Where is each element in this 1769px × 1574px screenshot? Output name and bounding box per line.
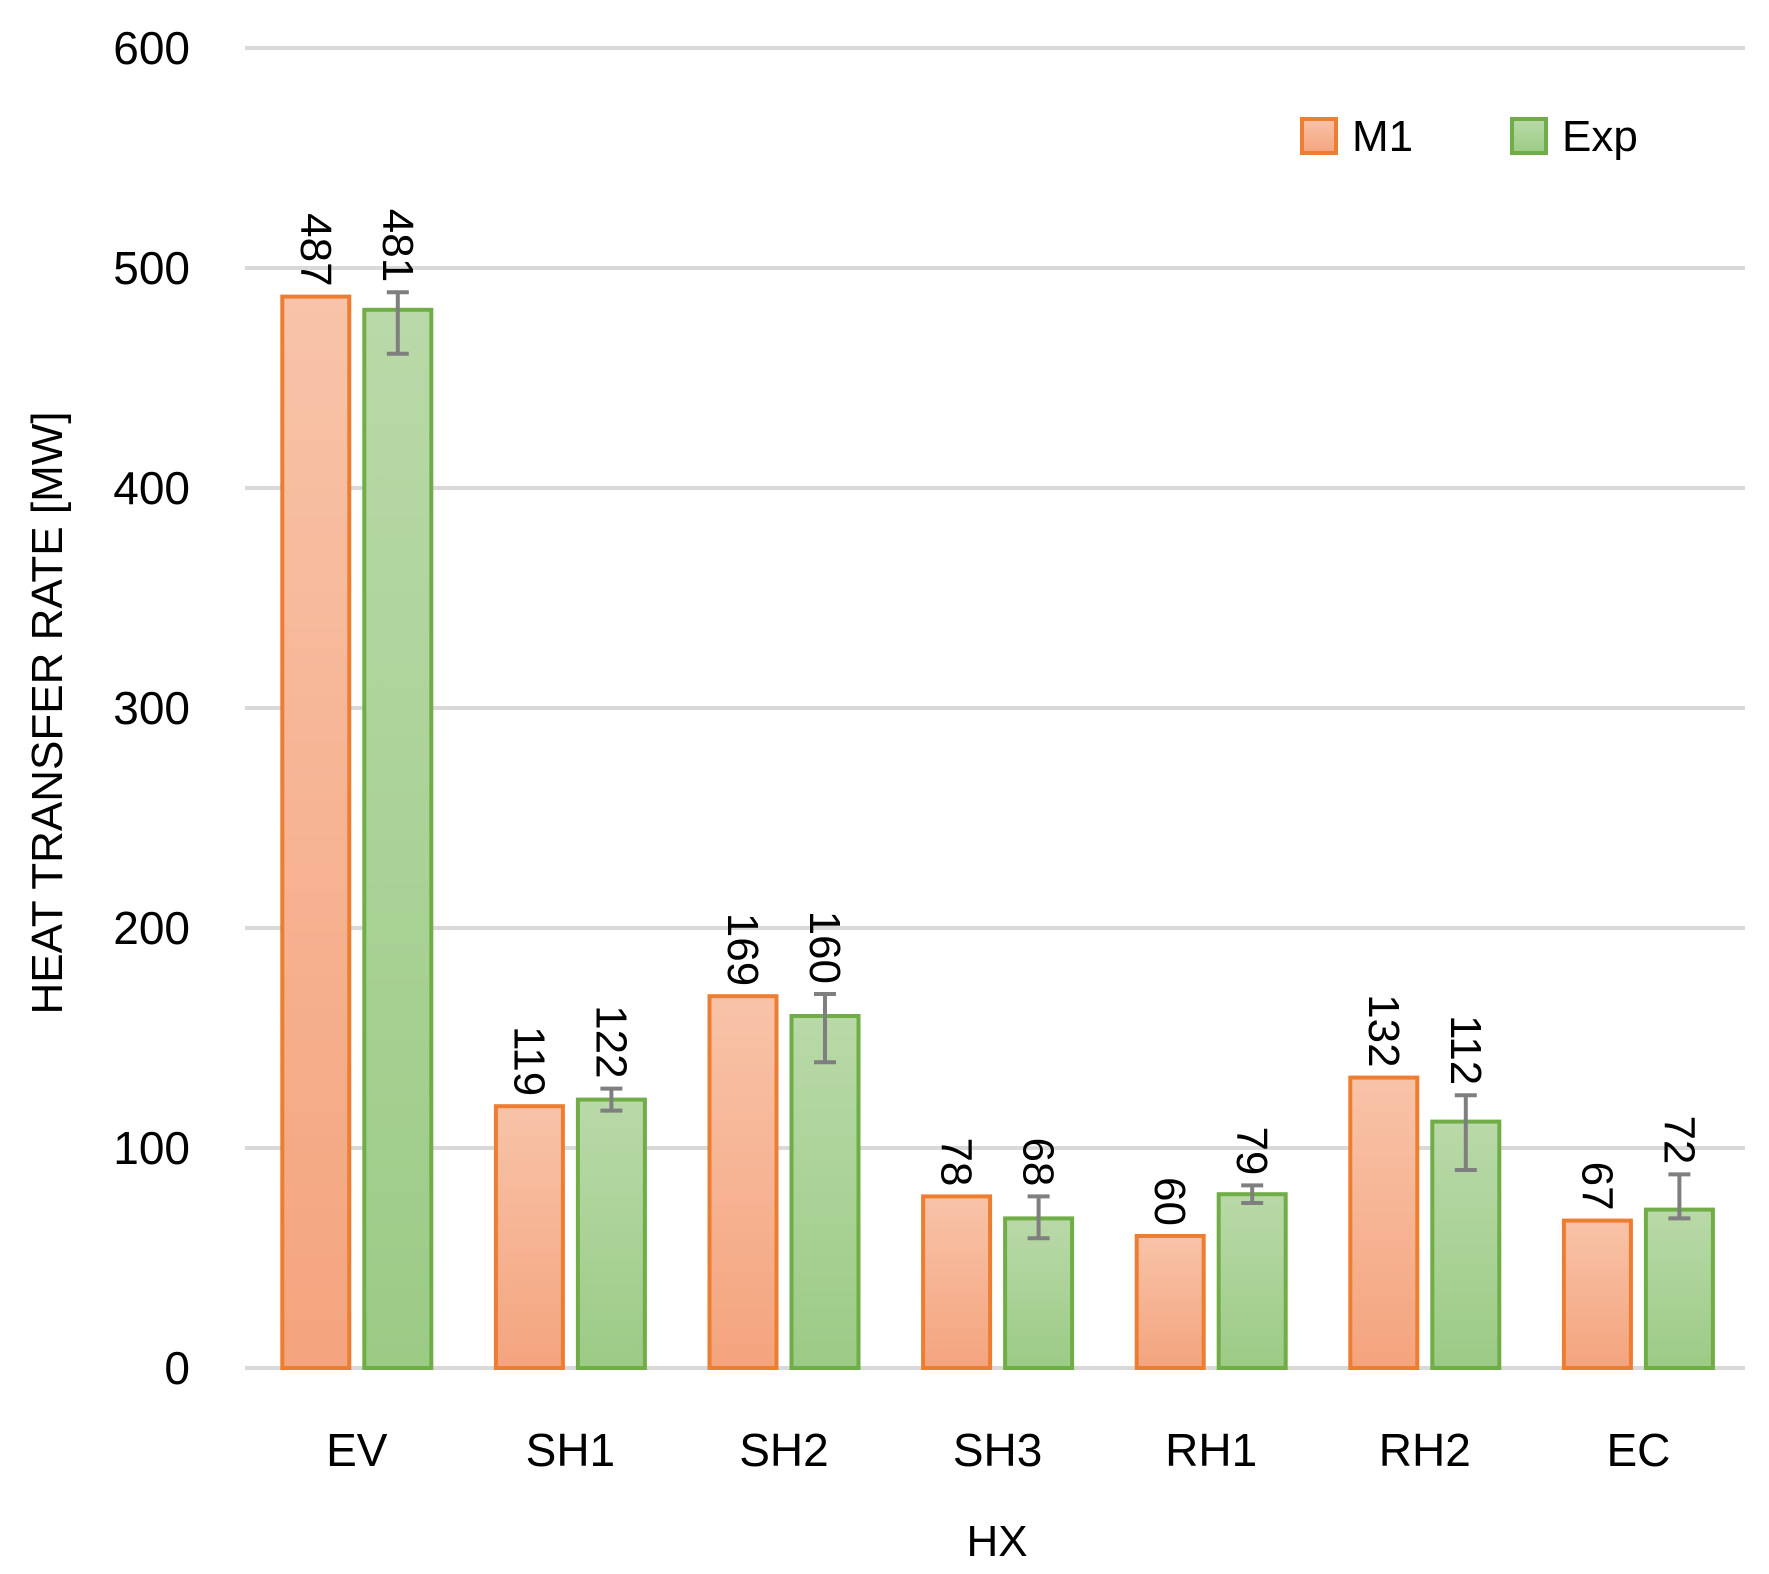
data-label-exp-sh1: 122 (586, 1005, 635, 1078)
bar-m1-rh2 (1348, 1075, 1420, 1370)
data-label-exp-sh2: 160 (800, 911, 849, 984)
bar-exp-ev (362, 307, 434, 1370)
data-label-exp-rh1: 79 (1227, 1126, 1276, 1175)
bar-exp-sh3 (1003, 1216, 1075, 1371)
bars (280, 294, 1715, 1371)
data-label-exp-sh3: 68 (1014, 1137, 1063, 1186)
data-label-m1-sh1: 119 (504, 1026, 553, 1096)
data-label-m1-ev: 487 (291, 213, 340, 286)
data-label-m1-rh2: 132 (1359, 994, 1408, 1067)
data-label-m1-sh2: 169 (718, 913, 767, 986)
error-bar-exp-rh1 (1241, 1183, 1264, 1205)
data-label-exp-ev: 481 (373, 209, 422, 282)
data-labels: 487 481 119 122 169 160 78 68 60 79 132 112 67 72 (291, 209, 1704, 1226)
legend-swatch-exp (1510, 117, 1548, 155)
y-tick-label-300: 300 (113, 682, 190, 734)
data-label-exp-ec: 72 (1654, 1115, 1703, 1164)
category-label-rh2: RH2 (1379, 1424, 1471, 1476)
bar-m1-sh2 (707, 994, 779, 1370)
y-tick-label-100: 100 (113, 1122, 190, 1174)
data-label-m1-ec: 67 (1572, 1162, 1621, 1211)
category-label-rh1: RH1 (1165, 1424, 1257, 1476)
bar-m1-ev (280, 294, 352, 1371)
bar-exp-sh1 (575, 1097, 647, 1370)
category-label-sh1: SH1 (526, 1424, 615, 1476)
bar-exp-ec (1643, 1207, 1715, 1370)
legend-label-exp: Exp (1562, 112, 1638, 161)
x-axis-categories: EV SH1 SH2 SH3 RH1 RH2 EC (326, 1424, 1670, 1476)
y-tick-label-600: 600 (113, 22, 190, 74)
y-tick-label-500: 500 (113, 242, 190, 294)
error-bar-exp-sh2 (814, 992, 836, 1065)
y-axis-ticks: 0 100 200 300 400 500 600 (113, 22, 190, 1394)
data-label-exp-rh2: 112 (1441, 1015, 1490, 1085)
error-bar-exp-rh2 (1454, 1093, 1477, 1172)
bar-m1-sh3 (921, 1194, 993, 1371)
bar-m1-ec (1561, 1218, 1633, 1370)
legend-label-m1: M1 (1352, 112, 1413, 161)
bar-m1-rh1 (1134, 1234, 1206, 1370)
y-tick-label-400: 400 (113, 462, 190, 514)
category-label-sh2: SH2 (739, 1424, 828, 1476)
data-label-m1-rh1: 60 (1145, 1177, 1194, 1226)
data-label-m1-sh3: 78 (932, 1137, 981, 1186)
error-bar-exp-ec (1668, 1172, 1691, 1221)
error-bar-exp-sh3 (1027, 1194, 1050, 1241)
y-tick-label-0: 0 (164, 1342, 190, 1394)
category-label-ec: EC (1606, 1424, 1670, 1476)
y-tick-label-200: 200 (113, 902, 190, 954)
bar-exp-sh2 (789, 1014, 861, 1370)
gridlines (245, 46, 1745, 1370)
legend-swatch-m1 (1300, 117, 1338, 155)
y-axis-title: HEAT TRANSFER RATE [MW] (23, 411, 72, 1014)
category-label-sh3: SH3 (953, 1424, 1042, 1476)
error-bar-exp-sh1 (600, 1086, 623, 1113)
bar-exp-rh1 (1216, 1192, 1288, 1370)
bar-m1-sh1 (493, 1104, 565, 1370)
x-axis-title: HX (966, 1517, 1027, 1566)
error-bar-exp-ev (386, 290, 409, 356)
category-label-ev: EV (326, 1424, 388, 1476)
legend: M1 Exp (1300, 112, 1638, 161)
error-bars (386, 290, 1691, 1241)
